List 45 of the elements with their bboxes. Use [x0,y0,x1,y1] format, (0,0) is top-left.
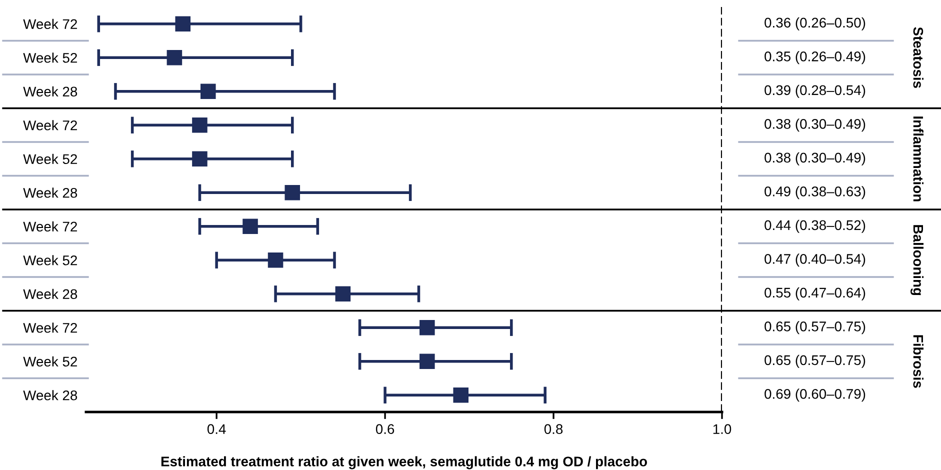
data-label: 0.65 (0.57–0.75) [764,354,866,368]
y-tick-label: Week 52 [23,255,77,266]
point [175,16,191,32]
y-tick-label: Week 28 [23,86,78,97]
y-tick-label: Week 28 [23,390,78,400]
y-tick-label: Week 72 [23,221,77,232]
data-label: 0.38 (0.30–0.49) [764,118,866,132]
data-label: 0.65 (0.57–0.75) [764,321,866,334]
point [268,252,284,268]
data-label: 0.55 (0.47–0.64) [764,287,866,300]
y-tick-label: Week 52 [23,356,77,367]
y-tick-label: Week 52 [23,52,77,63]
point [200,84,216,100]
point [284,184,300,200]
text: Inflammation [913,116,924,202]
point [335,286,351,302]
data-label: 0.69 (0.60–0.79) [764,388,866,402]
data-label: 0.39 (0.28–0.54) [764,84,866,98]
point [420,354,435,370]
point [166,50,182,66]
x-tick-label: 1.0 [713,424,732,434]
y-tick-label: Week 52 [23,154,77,164]
x-tick-label: 0.6 [376,424,394,434]
text: Fibrosis [913,335,924,388]
data-label: 0.38 (0.30–0.49) [764,152,866,166]
text: Ballooning [910,225,924,296]
point [192,117,208,133]
text: Steatosis [913,27,924,88]
x-tick-label: 0.4 [207,424,226,434]
y-tick-label: Week 72 [23,322,77,333]
point [192,151,208,167]
x-tick-label: 0.8 [544,424,563,434]
y-tick-label: Week 72 [23,18,77,30]
point [420,320,435,336]
data-label: 0.35 (0.26–0.49) [764,51,866,64]
data-label: 0.49 (0.38–0.63) [764,186,866,200]
data-label: 0.44 (0.38–0.52) [764,220,866,233]
point [453,387,468,403]
x-axis-title: Estimated treatment ratio at given week, semaglutide 0.4 mg OD / placebo [161,456,647,470]
data-label: 0.47 (0.40–0.54) [764,254,866,267]
y-tick-label: Week 28 [23,188,78,198]
data-label: 0.36 (0.26–0.50) [764,17,866,30]
point [242,218,258,234]
y-tick-label: Week 72 [23,120,77,130]
y-tick-label: Week 28 [23,288,78,300]
